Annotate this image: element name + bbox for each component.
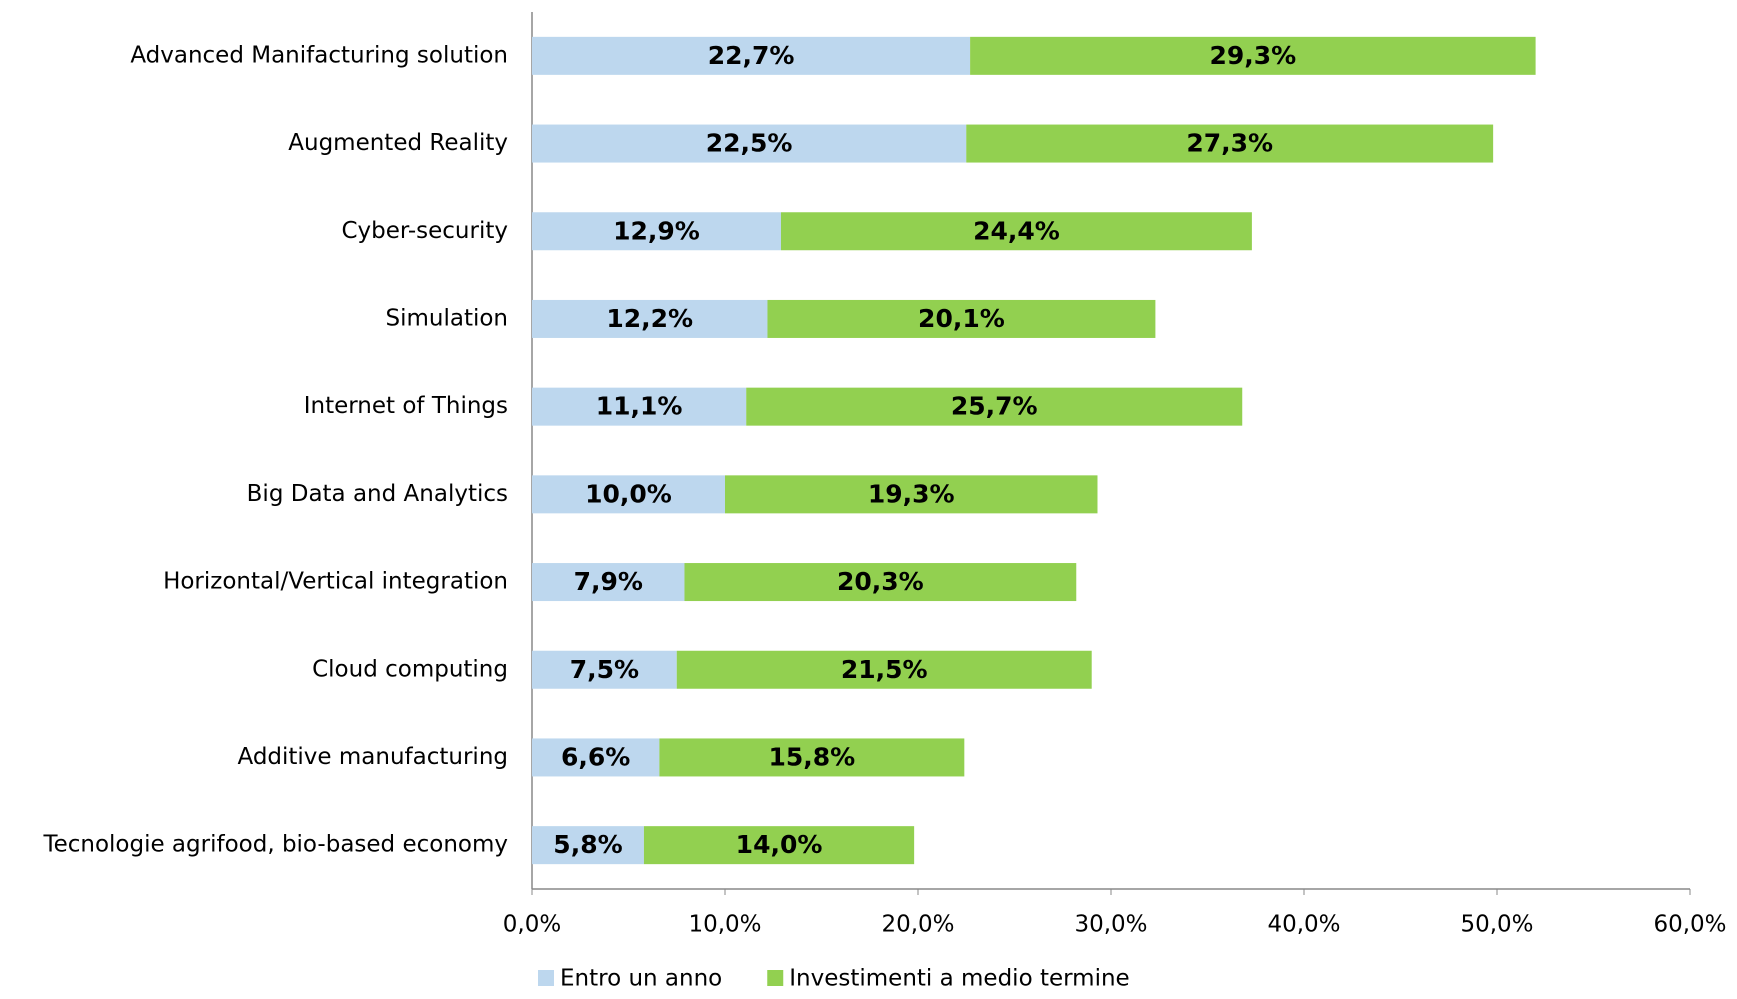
value-label: 12,2%	[606, 304, 693, 333]
bar-segment	[966, 124, 1494, 163]
bar-segment	[643, 826, 915, 865]
y-tick-label: Advanced Manifacturing solution	[130, 42, 508, 68]
bar-segment	[684, 563, 1077, 602]
bar-segment	[532, 124, 967, 163]
bar-segment	[725, 475, 1098, 514]
y-tick-label: Horizontal/Vertical integration	[163, 569, 508, 595]
legend-swatch	[767, 970, 784, 986]
value-label: 14,0%	[736, 830, 823, 859]
bar-segment	[532, 475, 725, 514]
y-tick-label: Augmented Reality	[288, 130, 508, 156]
legend-label: Investimenti a medio termine	[789, 966, 1129, 992]
bar-segment	[532, 299, 768, 338]
x-tick-label: 10,0%	[688, 912, 761, 938]
bar-segment	[780, 212, 1252, 251]
value-label: 20,1%	[918, 304, 1005, 333]
y-tick-label: Big Data and Analytics	[247, 481, 508, 507]
bar-segment	[532, 212, 781, 251]
value-label: 12,9%	[613, 216, 700, 245]
bar-segment	[532, 387, 747, 426]
x-tick-label: 30,0%	[1074, 912, 1147, 938]
value-label: 19,3%	[868, 479, 955, 508]
x-tick-label: 50,0%	[1460, 912, 1533, 938]
value-label: 7,9%	[574, 567, 643, 596]
value-label: 15,8%	[768, 742, 855, 771]
bar-segment	[532, 650, 677, 689]
x-tick-label: 20,0%	[881, 912, 954, 938]
value-label: 25,7%	[951, 392, 1038, 421]
bar-segment	[767, 299, 1156, 338]
value-label: 24,4%	[973, 216, 1060, 245]
x-tick-label: 60,0%	[1653, 912, 1726, 938]
value-label: 5,8%	[553, 830, 622, 859]
y-tick-label: Cyber-security	[341, 218, 508, 244]
bar-segment	[532, 563, 685, 602]
bar-segment	[532, 36, 971, 75]
value-label: 27,3%	[1186, 129, 1273, 158]
y-tick-label: Additive manufacturing	[237, 744, 508, 770]
bar-segment	[970, 36, 1536, 75]
y-tick-label: Cloud computing	[312, 656, 508, 682]
bar-segment	[532, 826, 644, 865]
value-label: 20,3%	[837, 567, 924, 596]
bar-segment	[676, 650, 1092, 689]
value-label: 10,0%	[585, 479, 672, 508]
value-label: 11,1%	[596, 392, 683, 421]
x-tick-label: 0,0%	[503, 912, 561, 938]
legend-label: Entro un anno	[560, 966, 722, 992]
value-label: 29,3%	[1209, 41, 1296, 70]
y-tick-label: Tecnologie agrifood, bio-based economy	[42, 832, 508, 858]
value-label: 7,5%	[570, 655, 639, 684]
value-label: 22,7%	[708, 41, 795, 70]
bar-segment	[746, 387, 1243, 426]
bar-segment	[532, 738, 660, 777]
y-tick-label: Simulation	[385, 305, 508, 331]
value-label: 6,6%	[561, 742, 630, 771]
x-tick-label: 40,0%	[1267, 912, 1340, 938]
y-tick-label: Internet of Things	[304, 393, 508, 419]
bar-segment	[659, 738, 965, 777]
value-label: 22,5%	[706, 129, 793, 158]
legend-swatch	[538, 970, 554, 986]
value-label: 21,5%	[841, 655, 928, 684]
